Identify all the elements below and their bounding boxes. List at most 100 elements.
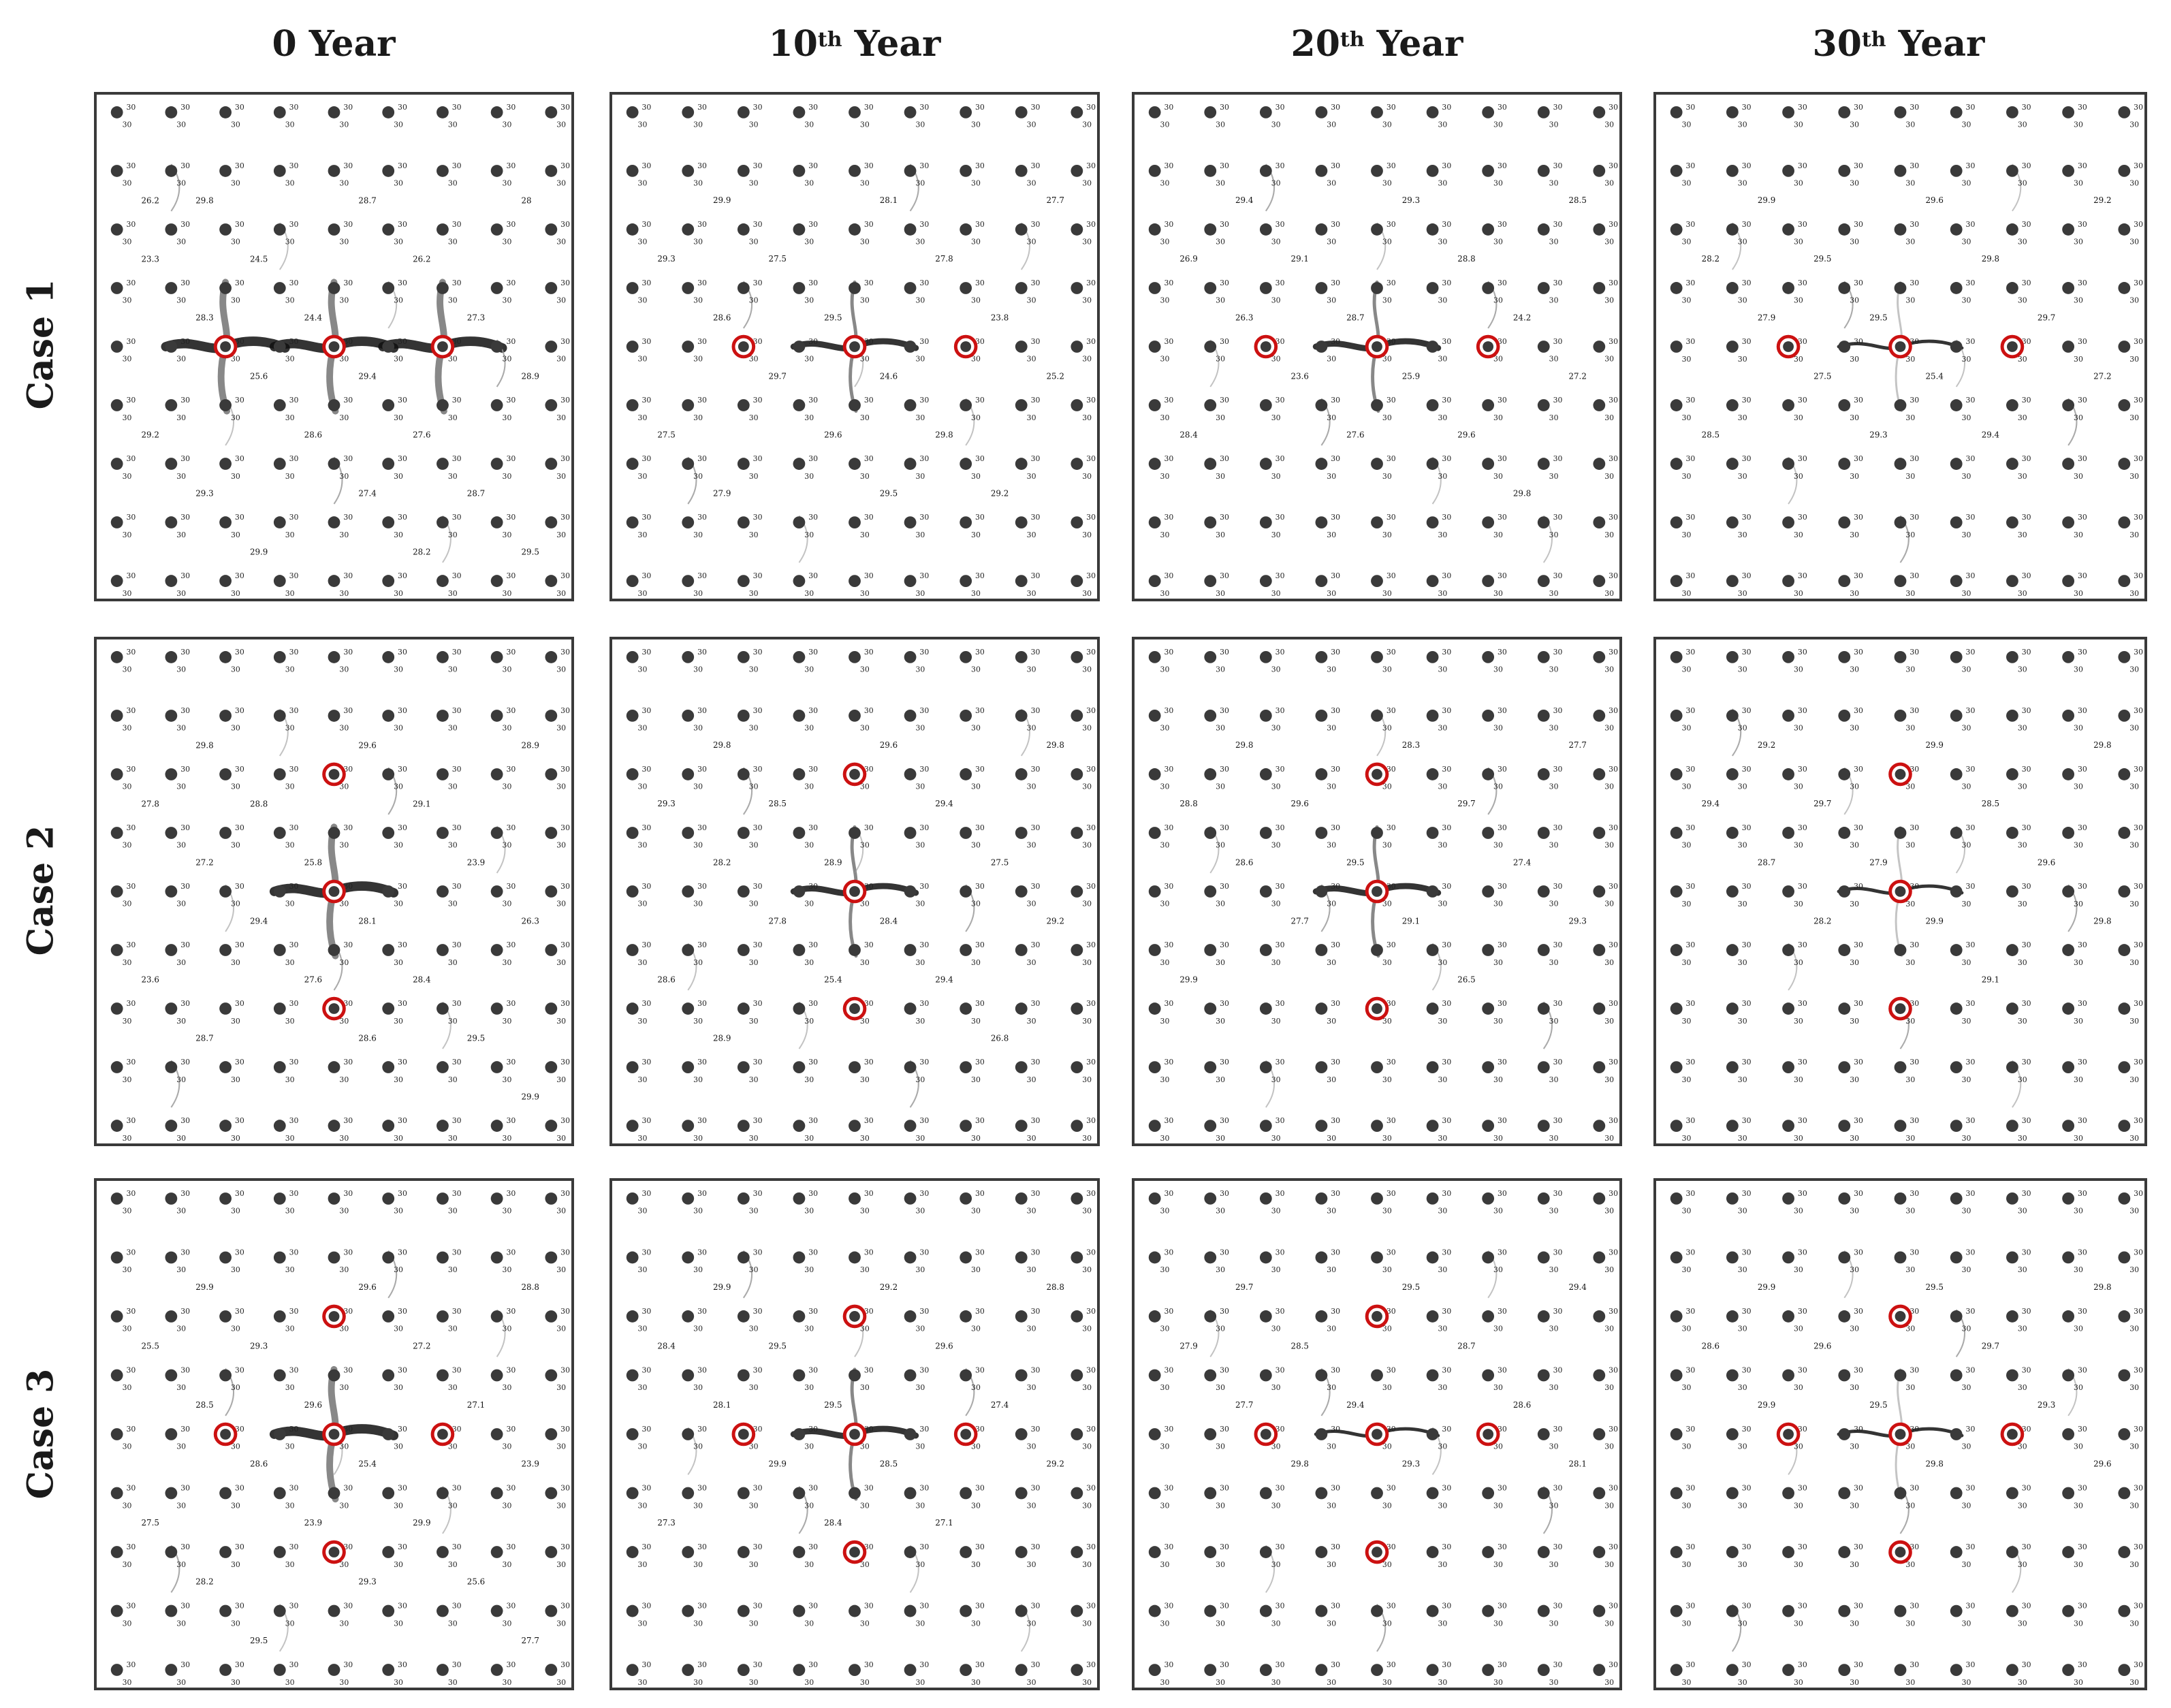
- node-value: 30: [127, 103, 136, 112]
- well-node: [219, 106, 232, 118]
- node-value: 30: [560, 220, 570, 229]
- node-value: 30: [1386, 765, 1396, 774]
- node-value: 30: [753, 279, 763, 287]
- well-nodes: 3030303030303030303030303030303030303030…: [1670, 103, 2143, 598]
- highlighted-well-core: [1783, 1429, 1794, 1440]
- well-node: [2062, 575, 2075, 588]
- node-value: 30: [864, 103, 874, 112]
- node-value: 30: [1164, 765, 1174, 774]
- node-value: 30: [1962, 1017, 1971, 1026]
- node-value: 30: [2078, 765, 2087, 774]
- node-value: 30: [864, 823, 874, 832]
- well-node: [737, 399, 750, 411]
- node-value: 30: [394, 1678, 403, 1687]
- node-value: 30: [1909, 882, 1919, 891]
- node-value: 30: [1082, 1265, 1092, 1274]
- node-value: 30: [1331, 823, 1340, 832]
- panel-svg: 3030303030303030303030303030303030303030…: [1148, 648, 1618, 1143]
- node-value: 30: [1604, 121, 1614, 129]
- well-node: [904, 768, 917, 780]
- well-node: [2006, 1310, 2018, 1323]
- node-value: 30: [1742, 648, 1752, 657]
- node-value: 30: [971, 1134, 981, 1143]
- node-value: 30: [2018, 1619, 2027, 1628]
- node-value: 30: [915, 1017, 925, 1026]
- node-value: 30: [1854, 220, 1863, 229]
- node-value: 30: [1497, 706, 1507, 715]
- node-value: 30: [235, 337, 244, 346]
- node-value: 30: [1331, 1366, 1340, 1375]
- node-value: 30: [1604, 665, 1614, 674]
- well-node: [1894, 1604, 1907, 1617]
- well-node: [437, 1120, 449, 1132]
- node-value: 30: [693, 1560, 703, 1569]
- node-value: 30: [1220, 940, 1229, 949]
- well-node: [110, 516, 123, 528]
- node-value: 30: [1331, 999, 1340, 1008]
- node-value: 30: [2078, 454, 2087, 463]
- well-node: [1950, 282, 1963, 294]
- node-value: 30: [1604, 900, 1614, 908]
- well-node: [273, 282, 286, 294]
- well-node: [328, 944, 340, 956]
- measured-value: 29.4: [1702, 799, 1720, 808]
- column-header-10th-year: 10th Year: [609, 20, 1100, 68]
- node-value: 30: [808, 706, 818, 715]
- node-value: 30: [1164, 648, 1174, 657]
- node-value: 30: [339, 724, 349, 733]
- node-value: 30: [1027, 782, 1036, 791]
- measured-value: 29.4: [1568, 1282, 1586, 1292]
- node-value: 30: [1905, 900, 1915, 908]
- well-node: [1426, 1487, 1439, 1500]
- node-value: 30: [919, 823, 929, 832]
- node-value: 30: [1854, 1366, 1863, 1375]
- node-value: 30: [1905, 1501, 1915, 1510]
- well-node: [1894, 399, 1907, 411]
- row-header-case-3: Case 3: [14, 1178, 68, 1689]
- well-node: [1838, 1428, 1851, 1440]
- node-value: 30: [235, 1189, 244, 1198]
- node-value: 30: [180, 1366, 190, 1375]
- node-value: 30: [693, 1619, 703, 1628]
- well-node: [1726, 1192, 1739, 1205]
- node-value: 30: [1160, 296, 1170, 305]
- well-node: [2062, 1061, 2075, 1074]
- node-value: 30: [1682, 1678, 1692, 1687]
- node-value: 30: [1086, 765, 1096, 774]
- measured-value: 29.6: [304, 1400, 322, 1410]
- well-node: [545, 1369, 558, 1382]
- well-node: [328, 827, 340, 839]
- well-node: [273, 1369, 286, 1382]
- node-value: 30: [1682, 1383, 1692, 1392]
- well-node: [1071, 885, 1083, 898]
- node-value: 30: [804, 531, 814, 539]
- node-value: 30: [289, 513, 299, 522]
- node-value: 30: [123, 355, 132, 364]
- well-node: [437, 165, 449, 177]
- node-value: 30: [1686, 940, 1696, 949]
- well-node: [682, 575, 695, 588]
- node-value: 30: [176, 1501, 186, 1510]
- node-value: 30: [1798, 1543, 1807, 1551]
- measured-value: 26.5: [1457, 975, 1475, 984]
- node-value: 30: [1164, 1189, 1174, 1198]
- node-value: 30: [1553, 823, 1563, 832]
- node-value: 30: [749, 1134, 759, 1143]
- node-value: 30: [693, 296, 703, 305]
- well-node: [626, 1310, 639, 1323]
- measured-value: 28.3: [195, 313, 213, 322]
- node-value: 30: [1850, 900, 1859, 908]
- node-value: 30: [285, 1442, 295, 1451]
- measured-value: 29.5: [521, 547, 539, 556]
- node-value: 30: [1216, 1678, 1225, 1687]
- measured-value: 29.6: [1457, 430, 1475, 439]
- well-node: [682, 944, 695, 956]
- node-value: 30: [1553, 337, 1563, 346]
- well-node: [904, 106, 917, 118]
- node-value: 30: [1686, 1058, 1696, 1066]
- node-value: 30: [123, 665, 132, 674]
- node-value: 30: [394, 1383, 403, 1392]
- node-value: 30: [339, 413, 349, 422]
- node-value: 30: [753, 765, 763, 774]
- node-value: 30: [753, 220, 763, 229]
